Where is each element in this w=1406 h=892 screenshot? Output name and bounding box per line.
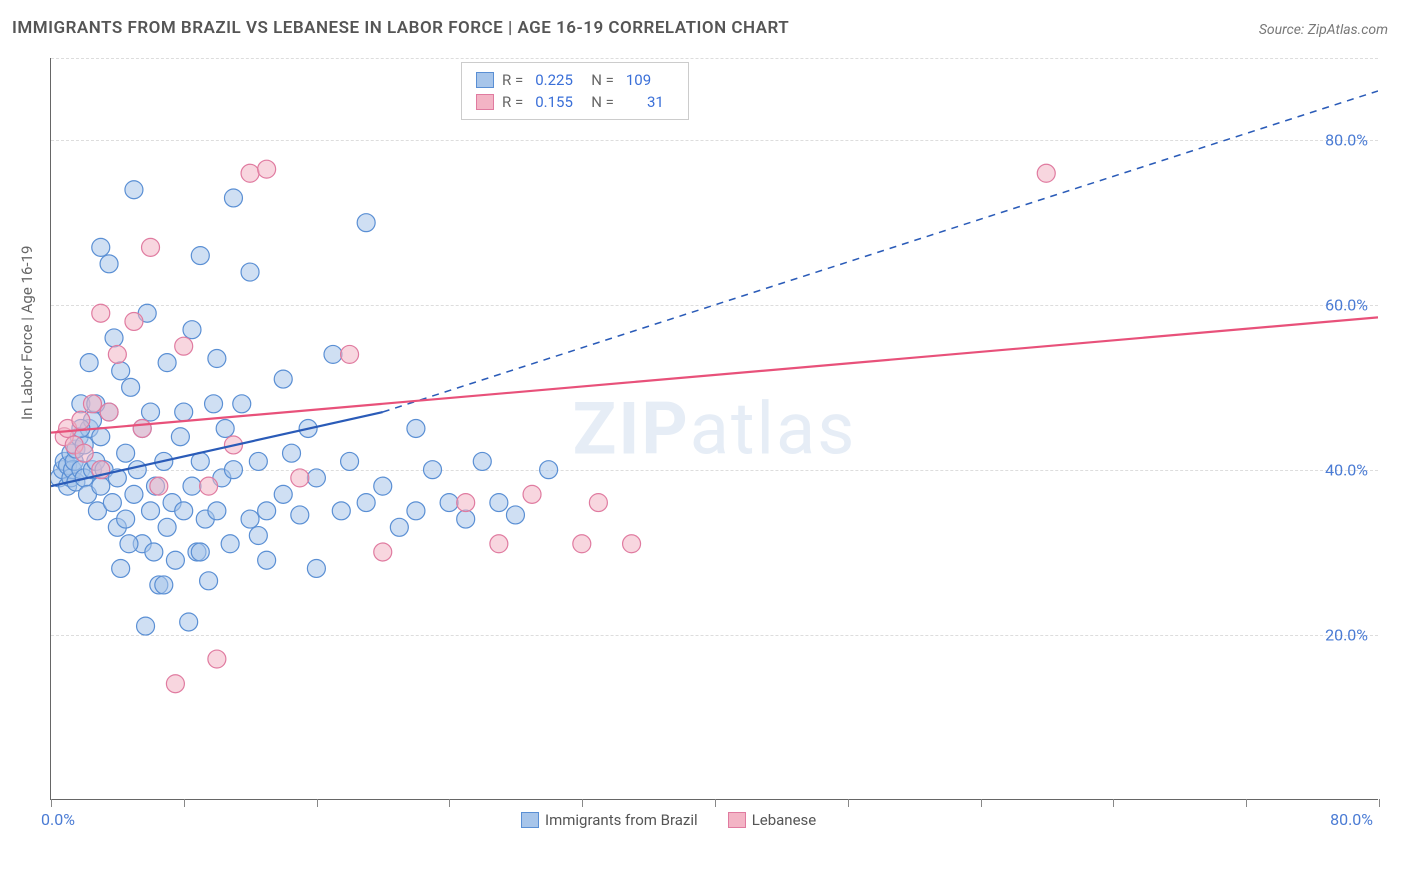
x-origin-label: 0.0%: [41, 810, 75, 829]
x-tick: [51, 799, 52, 807]
x-end-label: 80.0%: [1330, 810, 1373, 829]
trend-lines-layer: [51, 58, 1378, 799]
trend-line: [51, 317, 1378, 432]
y-axis-label: In Labor Force | Age 16-19: [18, 246, 36, 420]
series-legend: Immigrants from Brazil Lebanese: [521, 811, 816, 829]
trend-line: [51, 412, 383, 486]
legend-row-lebanese: R =0.155 N =31: [476, 91, 674, 113]
x-tick: [582, 799, 583, 807]
x-tick: [848, 799, 849, 807]
swatch-icon: [476, 94, 494, 110]
swatch-icon: [521, 812, 539, 828]
x-tick: [184, 799, 185, 807]
plot-area: ZIPatlas R =0.225 N =109 R =0.155 N =31 …: [50, 58, 1378, 800]
swatch-icon: [728, 812, 746, 828]
x-tick: [1113, 799, 1114, 807]
x-tick: [715, 799, 716, 807]
x-tick: [1246, 799, 1247, 807]
chart-title: IMMIGRANTS FROM BRAZIL VS LEBANESE IN LA…: [12, 18, 789, 38]
legend-item-lebanese: Lebanese: [728, 811, 817, 829]
x-tick: [981, 799, 982, 807]
trend-line-dashed: [383, 91, 1378, 412]
x-tick: [449, 799, 450, 807]
legend-item-brazil: Immigrants from Brazil: [521, 811, 698, 829]
source-attribution: Source: ZipAtlas.com: [1259, 22, 1388, 38]
x-tick: [317, 799, 318, 807]
x-tick: [1379, 799, 1380, 807]
correlation-legend: R =0.225 N =109 R =0.155 N =31: [461, 62, 689, 120]
swatch-icon: [476, 72, 494, 88]
legend-row-brazil: R =0.225 N =109: [476, 69, 674, 91]
